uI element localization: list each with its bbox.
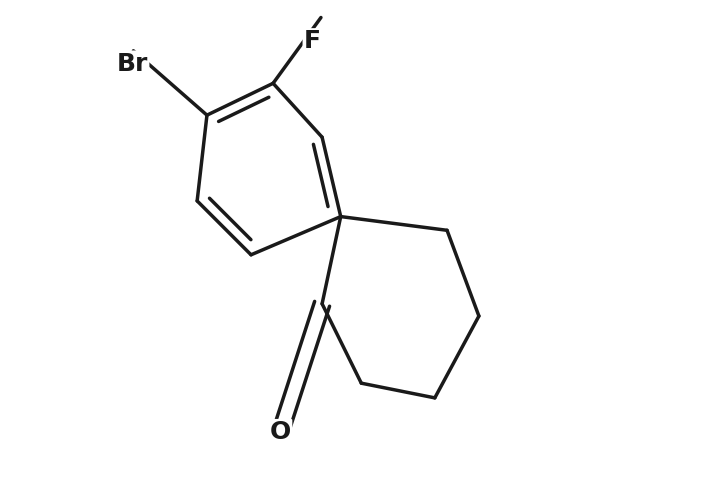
Text: F: F [304,29,321,53]
Text: O: O [270,420,291,444]
Text: Br: Br [117,52,148,75]
